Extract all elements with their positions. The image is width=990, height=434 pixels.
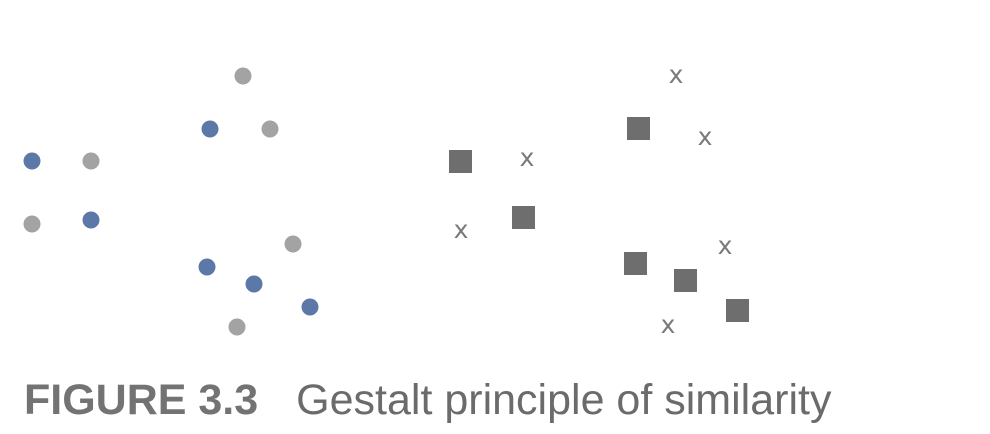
x-mark: x: [520, 143, 535, 172]
gray-dot: [228, 318, 246, 336]
square-shape: [449, 150, 472, 173]
gray-dot: [23, 215, 41, 233]
gray-dot: [261, 120, 279, 138]
blue-dot: [198, 258, 216, 276]
gray-dot: [284, 235, 302, 253]
square-shape: [624, 252, 647, 275]
blue-dot: [245, 275, 263, 293]
figure-illustration: x x x x x x: [23, 60, 749, 339]
square-shape: [726, 299, 749, 322]
x-mark: x: [718, 231, 733, 260]
x-mark: x: [454, 215, 469, 244]
square-shape: [674, 269, 697, 292]
x-mark: x: [669, 60, 684, 89]
square-x-group: x x x x x x: [449, 60, 749, 339]
gray-dot: [234, 67, 252, 85]
figure-number: FIGURE 3.3: [24, 376, 259, 424]
blue-dot: [301, 298, 319, 316]
blue-dot: [23, 152, 41, 170]
square-shape: [627, 117, 650, 140]
figure-title: Gestalt principle of similarity: [296, 376, 832, 424]
x-mark: x: [661, 310, 676, 339]
square-shape: [512, 206, 535, 229]
gray-dot: [82, 152, 100, 170]
dot-group: [23, 67, 319, 336]
x-mark: x: [698, 122, 713, 151]
blue-dot: [82, 211, 100, 229]
blue-dot: [201, 120, 219, 138]
figure-caption: FIGURE 3.3 Gestalt principle of similarit…: [24, 372, 831, 428]
